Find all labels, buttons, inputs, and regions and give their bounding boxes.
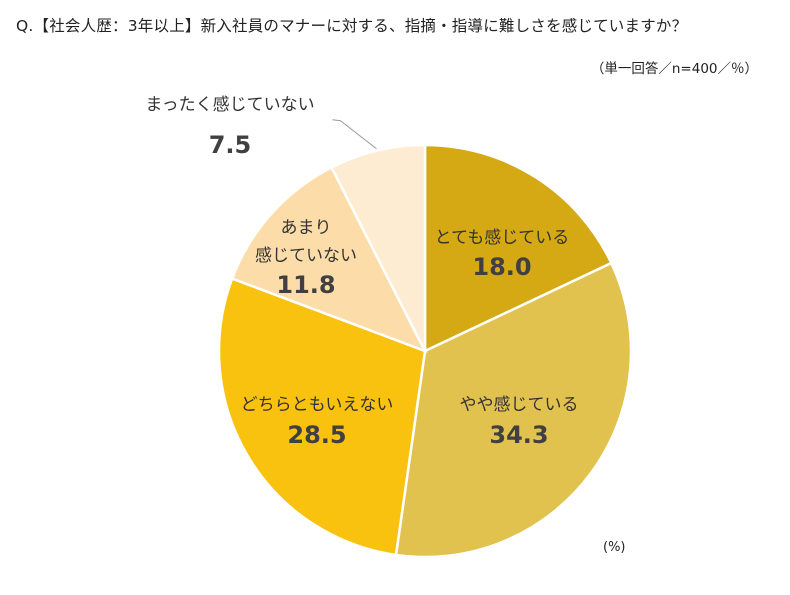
pie-slice-1: [423, 143, 613, 353]
slice-value: 28.5: [287, 421, 346, 449]
slice-label: 感じていない: [255, 246, 357, 266]
slice-value: 7.5: [209, 131, 252, 159]
slice-label: とても感じている: [435, 228, 570, 248]
slice-label: あまり: [281, 218, 332, 238]
slice-value: 11.8: [276, 271, 335, 299]
slice-label: やや感じている: [460, 395, 579, 415]
chart-subtitle: （単一回答／n=400／％）: [590, 61, 758, 77]
slice-value: 18.0: [472, 253, 531, 281]
slice-label: どちらともいえない: [241, 395, 394, 415]
leader-line: [332, 119, 377, 150]
slice-label: まったく感じていない: [145, 95, 314, 115]
pie-slice-5: [329, 143, 427, 352]
unit-label: (%): [603, 540, 626, 555]
slice-value: 34.3: [489, 421, 548, 449]
chart-title: Q.【社会人歴：3年以上】新入社員のマナーに対する、指摘・指導に難しさを感じてい…: [16, 17, 688, 35]
pie-slice-3: [217, 276, 427, 557]
pie-slice-2: [394, 261, 633, 559]
pie-slice-4: [230, 165, 428, 354]
